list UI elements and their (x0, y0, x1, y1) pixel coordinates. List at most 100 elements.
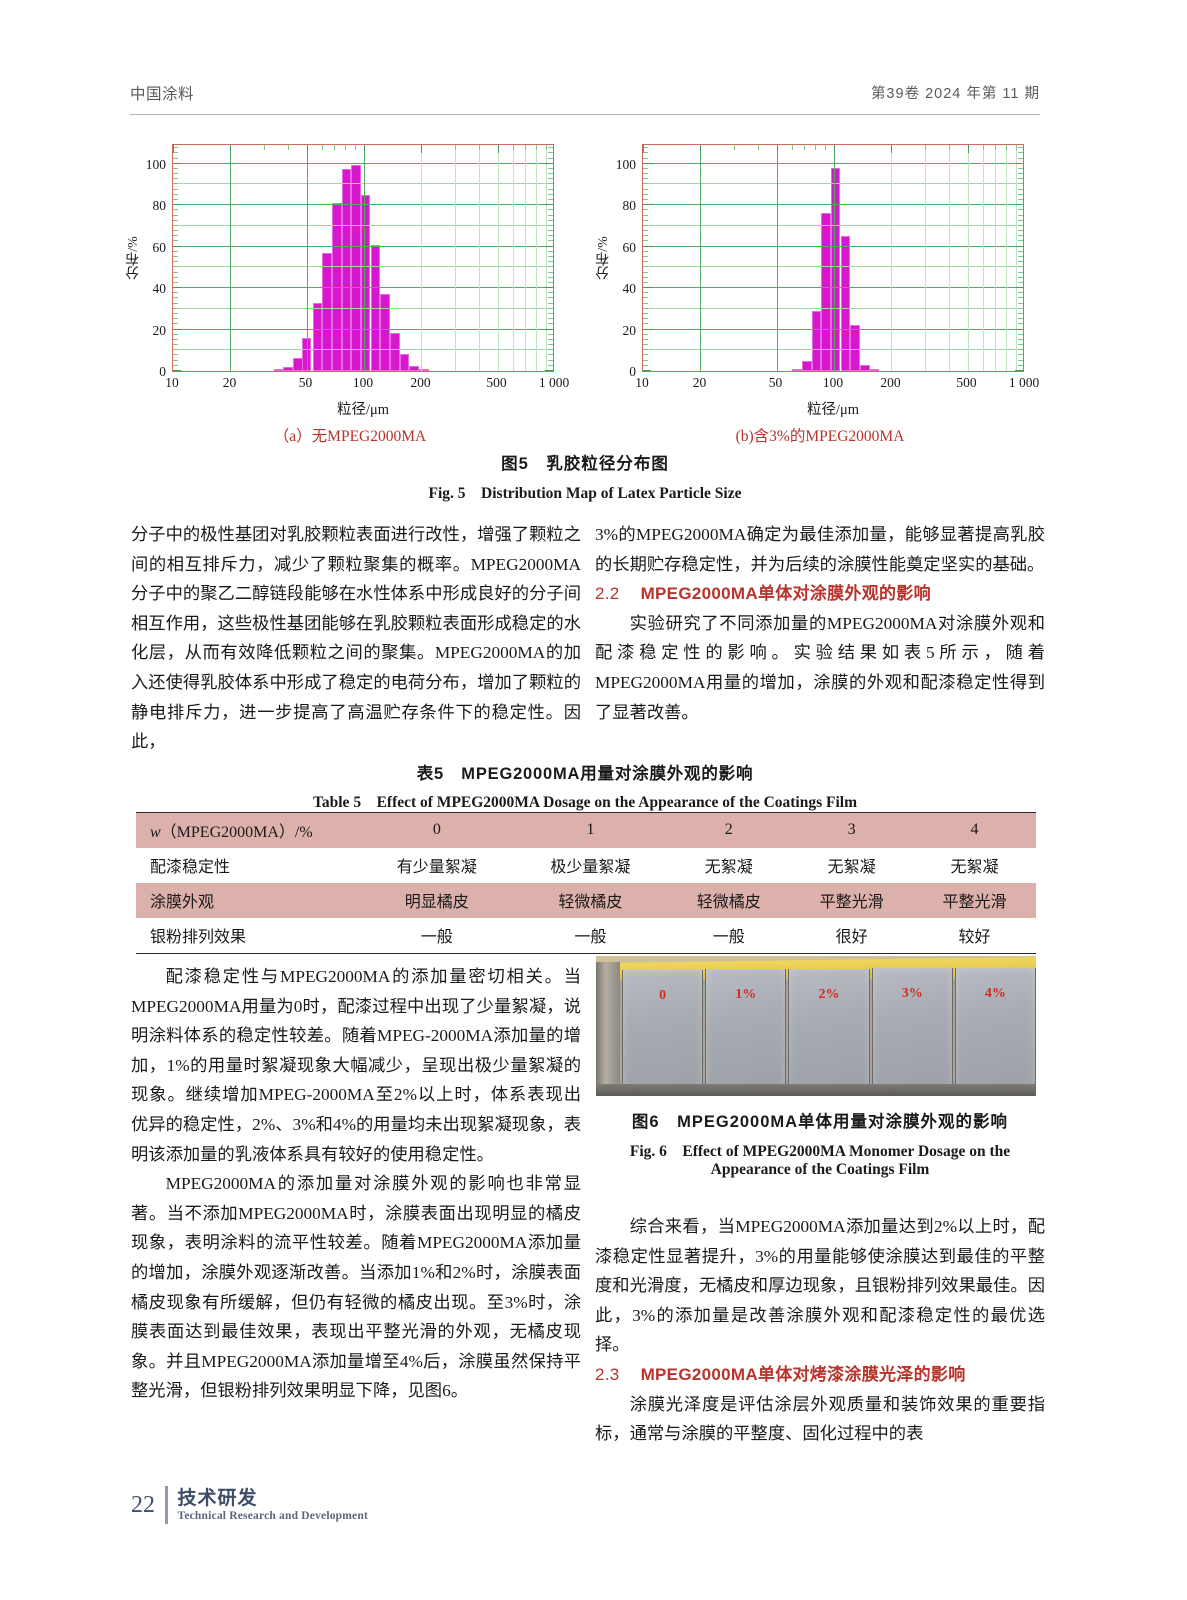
axis-tick (173, 188, 178, 190)
axis-tick (548, 199, 553, 200)
gridline-vertical-minor (546, 145, 548, 371)
axis-tick (173, 276, 178, 278)
figure-6-photo: 0 1% 2% 3% 4% (596, 956, 1036, 1096)
axis-tick (643, 261, 648, 263)
axis-tick (548, 318, 553, 320)
axis-tick (173, 313, 178, 314)
chart-a-plot-area (172, 144, 554, 372)
axis-tick (1018, 364, 1023, 366)
axis-tick (264, 145, 266, 150)
axis-tick (1018, 276, 1023, 278)
section-heading-2-2: 2.2 MPEG2000MA单体对涂膜外观的影响 (595, 579, 1045, 609)
axis-tick (643, 178, 648, 180)
axis-tick (643, 157, 648, 159)
axis-tick (643, 302, 648, 304)
axis-tick (173, 256, 178, 257)
axis-tick (643, 292, 648, 294)
chart-a-y-tick-labels: 0 20 40 60 80 100 (130, 144, 170, 379)
axis-tick (643, 266, 648, 268)
axis-tick (173, 204, 181, 206)
axis-tick (512, 145, 514, 150)
y-tick-label: 100 (145, 156, 166, 172)
axis-tick (173, 370, 181, 371)
axis-tick (643, 256, 648, 257)
x-tick-label: 10 (635, 375, 649, 390)
gridline-horizontal (173, 224, 553, 226)
right-paragraph-1: 3%的MPEG2000MA确定为最佳添加量，能够显著提高乳胶的长期贮存稳定性，并… (595, 525, 1045, 574)
table-cell: 极少量絮凝 (550, 859, 631, 876)
axis-tick (173, 224, 178, 226)
axis-tick (1018, 209, 1023, 211)
axis-tick (173, 147, 178, 149)
axis-tick (815, 145, 817, 150)
chart-b-bars (643, 145, 1023, 371)
y-tick-label: 100 (615, 156, 636, 172)
axis-tick (643, 204, 651, 206)
x-tick-label: 1 000 (1008, 375, 1040, 390)
axis-tick (173, 245, 181, 247)
gridline-vertical-minor (967, 145, 969, 371)
axis-tick (1018, 152, 1023, 154)
y-tick-label: 80 (622, 198, 637, 214)
axis-tick (643, 219, 648, 221)
histogram-bar (869, 369, 880, 371)
axis-tick (173, 318, 178, 320)
axis-tick (173, 292, 178, 294)
coating-panel-label: 3% (901, 986, 923, 1002)
table-header-cell: 3 (790, 812, 914, 848)
axis-tick (548, 167, 553, 169)
axis-tick (967, 145, 969, 153)
axis-tick (1015, 245, 1023, 247)
axis-tick (173, 261, 178, 263)
gridline-horizontal (643, 349, 1023, 351)
histogram-bar (351, 164, 361, 371)
axis-tick (455, 145, 457, 150)
axis-tick (548, 354, 553, 356)
histogram-bar (360, 194, 371, 371)
axis-tick (173, 230, 178, 232)
axis-tick (1018, 302, 1023, 304)
table-5-title-en: Table 5 Effect of MPEG2000MA Dosage on t… (312, 794, 858, 811)
axis-tick (173, 235, 178, 237)
axis-tick (230, 145, 232, 153)
axis-tick (643, 245, 651, 247)
photo-left-edge (596, 962, 620, 1096)
axis-tick (548, 266, 553, 268)
axis-tick (173, 281, 178, 283)
gridline-vertical-minor (995, 145, 997, 371)
axis-tick (173, 364, 178, 366)
axis-tick (1018, 292, 1023, 294)
histogram-bar (283, 366, 293, 371)
y-tick-label: 60 (152, 239, 167, 255)
table-header-cell: 4 (913, 812, 1036, 848)
x-tick-label: 50 (768, 375, 783, 390)
gridline-vertical-minor (497, 145, 499, 371)
axis-tick (1018, 235, 1023, 237)
footer-section-cn: 技术研发 (177, 1487, 258, 1509)
axis-tick (982, 145, 984, 150)
figure-5: 分布/% 0 20 40 60 80 100 10 20 50 100 200 500 1 000 粒… (126, 132, 1040, 452)
table-header-cell: w（MPEG2000MA）/% (136, 812, 360, 848)
axis-tick (643, 271, 648, 273)
axis-tick (1018, 230, 1023, 232)
footer-section-en: Technical Research and Development (177, 1509, 368, 1522)
histogram-bar (409, 365, 419, 371)
histogram-bar (331, 203, 342, 371)
y-axis-ticks-left (643, 145, 651, 371)
axis-tick (548, 297, 553, 299)
axis-tick (1018, 323, 1023, 325)
axis-tick (1018, 281, 1023, 283)
axis-tick (1018, 307, 1023, 309)
axis-tick (1018, 240, 1023, 242)
x-tick-label: 10 (165, 375, 179, 390)
axis-tick (545, 162, 553, 164)
table-5: w（MPEG2000MA）/% 0 1 2 3 4 配漆稳定性 有少量絮凝 极少量絮凝 无絮凝 无絮… (136, 812, 1036, 954)
gridline-vertical (306, 145, 308, 371)
axis-tick (173, 287, 181, 289)
axis-tick (643, 307, 648, 309)
axis-tick (545, 370, 553, 371)
axis-tick (1018, 157, 1023, 159)
right-paragraph-3: 综合来看，当MPEG2000MA添加量达到2%以上时，配漆稳定性显著提升，3%的… (595, 1217, 1045, 1355)
axis-tick (421, 145, 423, 153)
axis-tick (1018, 261, 1023, 263)
